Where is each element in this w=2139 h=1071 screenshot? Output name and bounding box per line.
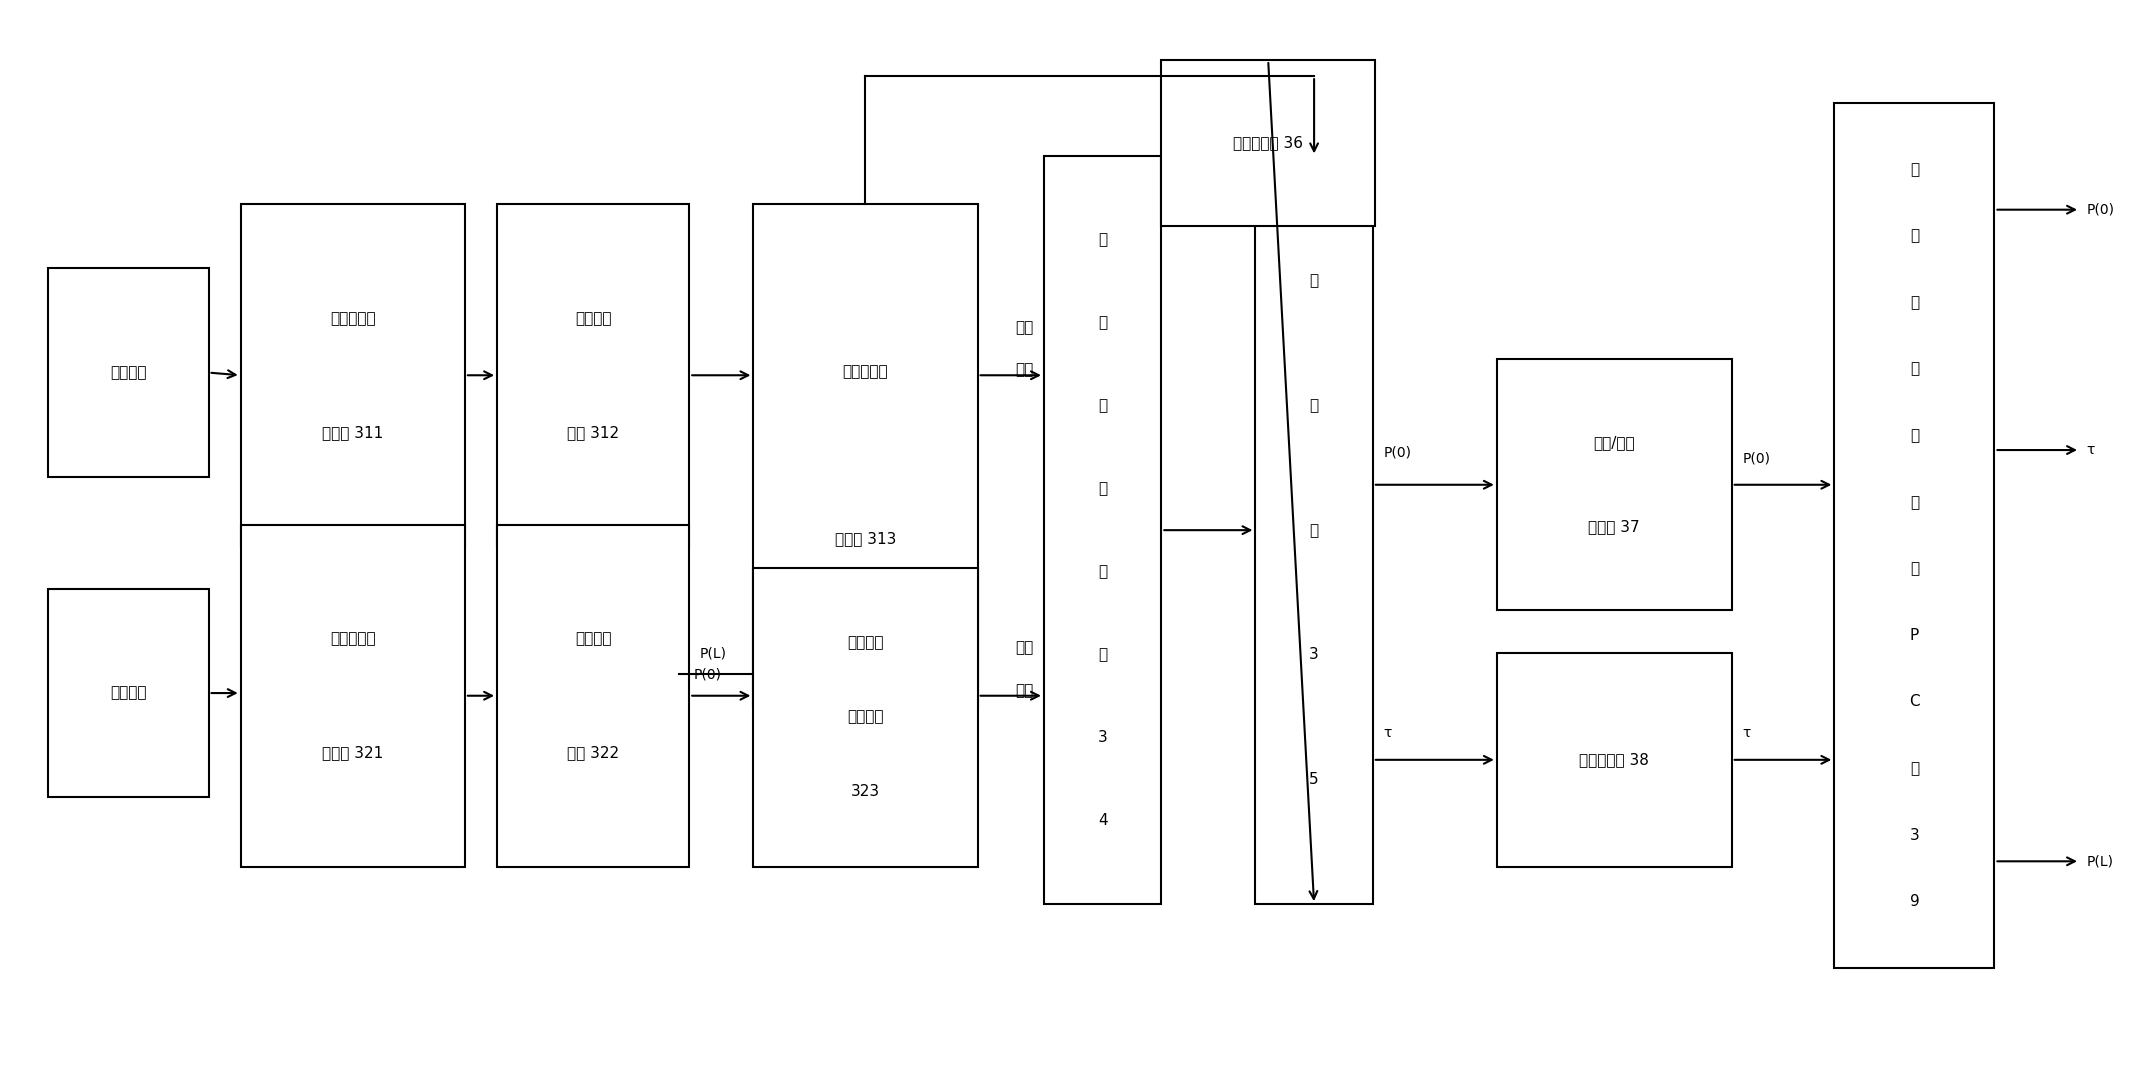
Text: 3: 3	[1309, 647, 1320, 662]
Text: 终止: 终止	[1014, 640, 1033, 655]
Text: 电: 电	[1097, 564, 1108, 579]
Bar	[1497, 359, 1733, 610]
Bar	[496, 525, 689, 866]
Text: C: C	[1910, 694, 1919, 709]
Text: 转换器 37: 转换器 37	[1589, 519, 1641, 534]
Text: P(L): P(L)	[699, 646, 727, 660]
Text: 数: 数	[1910, 162, 1919, 177]
Bar	[242, 205, 464, 546]
Text: P: P	[1910, 628, 1919, 643]
Text: P(0): P(0)	[2086, 202, 2113, 216]
Text: 类比/数位: 类比/数位	[1594, 436, 1634, 451]
Text: ）: ）	[1910, 761, 1919, 776]
Text: 信号: 信号	[1014, 683, 1033, 698]
Bar	[1497, 653, 1733, 866]
Text: 低通基频滤: 低通基频滤	[843, 364, 888, 379]
Text: 触发: 触发	[1014, 320, 1033, 335]
Text: 单: 单	[1910, 428, 1919, 443]
Text: 波电路 321: 波电路 321	[323, 745, 383, 760]
Text: 4: 4	[1097, 814, 1108, 829]
Text: 相: 相	[1097, 231, 1108, 246]
Text: P(0): P(0)	[1384, 446, 1412, 459]
Bar	[753, 205, 978, 707]
Text: 信号: 信号	[1014, 362, 1033, 377]
Text: 数位输入器 38: 数位输入器 38	[1579, 752, 1649, 767]
Text: τ: τ	[2086, 443, 2094, 457]
Text: τ: τ	[1743, 726, 1750, 740]
Text: 数: 数	[1309, 398, 1318, 413]
Text: 前置放大滤: 前置放大滤	[329, 631, 376, 646]
Text: 器: 器	[1309, 523, 1318, 538]
Text: 上游脉压: 上游脉压	[111, 365, 148, 380]
Text: 高频振荡器 36: 高频振荡器 36	[1234, 135, 1303, 150]
Text: 路: 路	[1097, 647, 1108, 662]
Text: 元: 元	[1910, 495, 1919, 510]
Text: τ: τ	[1384, 726, 1392, 740]
Bar	[496, 205, 689, 546]
Text: 电路 312: 电路 312	[567, 425, 618, 440]
Text: 嵌位调整: 嵌位调整	[575, 631, 612, 646]
Text: 波电路 313: 波电路 313	[834, 531, 896, 546]
Text: 位: 位	[1097, 315, 1108, 330]
Bar	[49, 589, 210, 797]
Text: 位: 位	[1910, 228, 1919, 243]
Bar	[1044, 156, 1161, 904]
Text: 5: 5	[1309, 772, 1320, 787]
Text: 测: 测	[1097, 481, 1108, 496]
Text: 计: 计	[1309, 273, 1318, 288]
Text: （: （	[1910, 561, 1919, 576]
Text: 波电路 311: 波电路 311	[323, 425, 383, 440]
Text: 检: 检	[1097, 398, 1108, 413]
Text: 低通基频: 低通基频	[847, 635, 883, 650]
Text: 前置放大滤: 前置放大滤	[329, 311, 376, 326]
Text: 理: 理	[1910, 362, 1919, 377]
Text: P(L): P(L)	[2086, 855, 2113, 869]
Text: 嵌位调整: 嵌位调整	[575, 311, 612, 326]
Text: 3: 3	[1097, 730, 1108, 745]
Text: 9: 9	[1910, 894, 1919, 909]
Text: 3: 3	[1910, 828, 1919, 843]
Bar	[242, 525, 464, 866]
Bar	[49, 269, 210, 477]
Bar	[1835, 103, 1994, 968]
Bar	[1256, 156, 1373, 904]
Text: 323: 323	[851, 784, 879, 799]
Text: P(0): P(0)	[1743, 451, 1771, 465]
Text: 电路 322: 电路 322	[567, 745, 618, 760]
Bar	[753, 568, 978, 866]
Text: 滤波电路: 滤波电路	[847, 710, 883, 725]
Text: 处: 处	[1910, 295, 1919, 310]
Bar	[1161, 60, 1375, 226]
Text: P(0): P(0)	[693, 667, 721, 681]
Text: 下游脉压: 下游脉压	[111, 685, 148, 700]
